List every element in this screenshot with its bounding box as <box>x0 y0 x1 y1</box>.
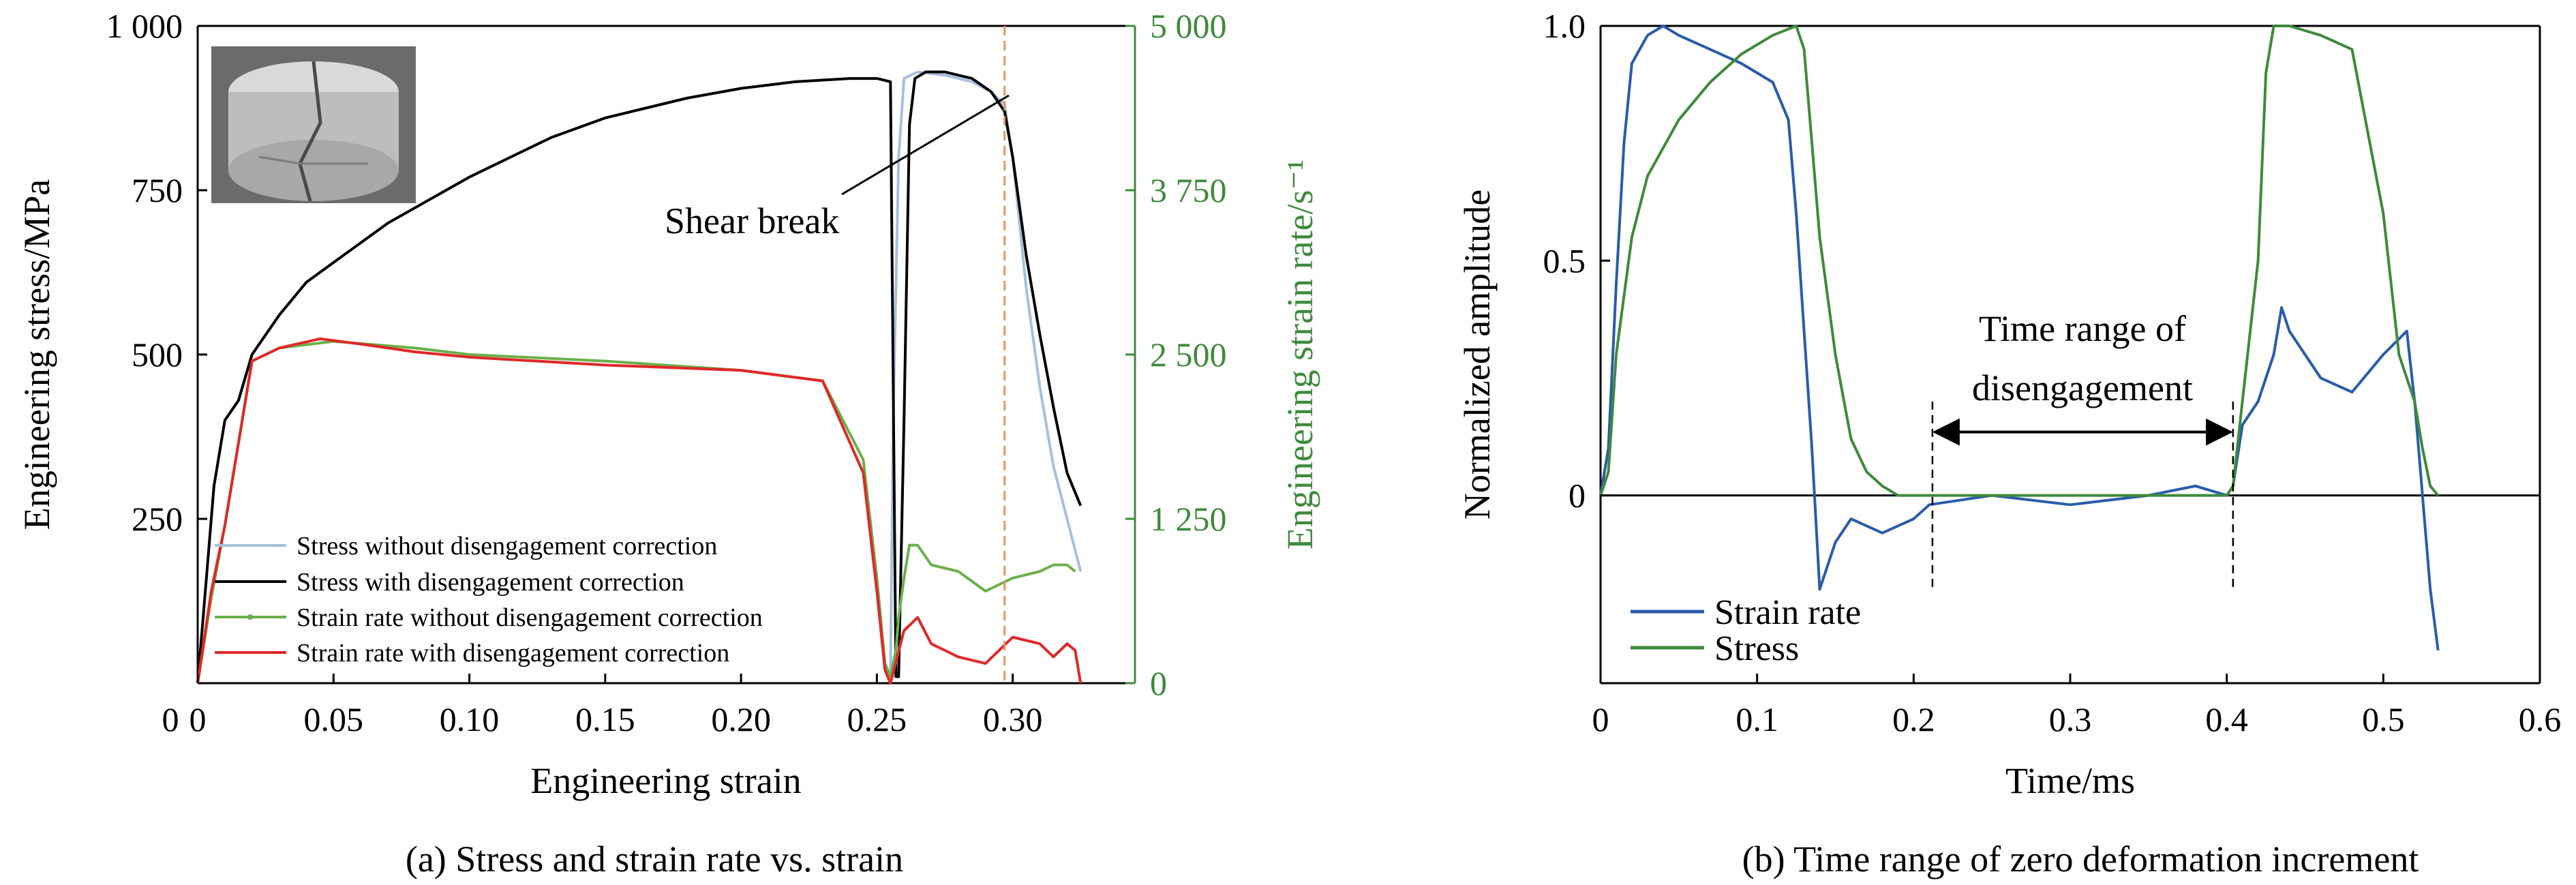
range-annotation-line1: Time range of <box>1979 308 2186 349</box>
y-tick-label-b-1: 0.5 <box>1543 241 1586 280</box>
series-a-3-line <box>196 337 1082 685</box>
range-annotation-line2: disengagement <box>1972 368 2193 408</box>
legend-label-b-1: Stress <box>1714 629 1799 668</box>
chart-b-caption: (b) Time range of zero deformation incre… <box>1742 839 2419 880</box>
x-tick-label-a-5: 0.25 <box>847 700 907 738</box>
series-b-0-line <box>1599 25 2440 651</box>
chart-a-y-label: Engineering stress/MPa <box>16 179 57 530</box>
y2-tick-label-a-1: 1 250 <box>1150 500 1227 538</box>
y2-tick-label-a-2: 2 500 <box>1150 335 1227 374</box>
legend-label-a-2: Strain rate without disengagement correc… <box>297 603 763 632</box>
chart-b: 0 0.1 0.2 0.3 0.4 0.5 0.6 0 0.5 1.0 Time range of… <box>1457 7 2561 880</box>
x-tick-label-a-1: 0.05 <box>304 700 364 738</box>
x-tick-label-b-6: 0.6 <box>2519 700 2562 738</box>
chart-a-legend: Stress without disengagement correction … <box>215 532 763 668</box>
x-tick-label-b-0: 0 <box>1592 700 1609 738</box>
chart-b-y-label: Normalized amplitude <box>1457 190 1498 520</box>
x-tick-label-a-3: 0.15 <box>575 700 635 738</box>
legend-label-b-0: Strain rate <box>1714 593 1861 632</box>
x-tick-label-b-3: 0.3 <box>2049 700 2092 738</box>
x-origin-label-a: 0 <box>162 700 179 738</box>
specimen-photo <box>211 46 416 203</box>
series-b-1-line <box>1599 25 2440 497</box>
x-tick-label-a-4: 0.20 <box>711 700 771 738</box>
chart-a-y2-label: Engineering strain rate/s⁻¹ <box>1279 160 1320 550</box>
x-tick-label-a-2: 0.10 <box>440 700 500 738</box>
x-tick-label-b-5: 0.5 <box>2362 700 2405 738</box>
shear-break-leader-line <box>841 94 1010 196</box>
chart-b-x-label: Time/ms <box>2005 760 2135 801</box>
x-tick-label-b-4: 0.4 <box>2205 700 2248 738</box>
y-tick-label-a-0: 250 <box>132 500 183 538</box>
y-tick-label-a-2: 750 <box>132 171 183 209</box>
chart-b-legend: Strain rate Stress <box>1631 593 1861 668</box>
y-tick-label-b-2: 1.0 <box>1543 7 1586 45</box>
y-tick-label-b-0: 0 <box>1569 477 1586 515</box>
series-a-0-line <box>889 70 1082 677</box>
x-tick-label-a-6: 0.30 <box>983 700 1043 738</box>
x-tick-label-b-2: 0.2 <box>1892 700 1935 738</box>
chart-a-x-label: Engineering strain <box>530 760 801 801</box>
shear-break-annotation: Shear break <box>665 200 839 241</box>
chart-a: 0 0.05 0.10 0.15 0.20 0.25 0.30 250 500 750 1 000 0… <box>16 7 1320 880</box>
legend-label-a-0: Stress without disengagement correction <box>297 532 717 560</box>
series-a-2-line <box>196 340 1076 684</box>
y2-tick-label-a-4: 5 000 <box>1150 7 1227 45</box>
x-tick-label-a-0: 0 <box>190 700 207 738</box>
legend-label-a-1: Stress with disengagement correction <box>297 568 684 597</box>
y2-tick-label-a-0: 0 <box>1150 664 1167 702</box>
chart-a-caption: (a) Stress and strain rate vs. strain <box>406 839 903 880</box>
x-tick-label-b-1: 0.1 <box>1736 700 1778 738</box>
legend-marker-a-2 <box>247 614 253 620</box>
legend-label-a-3: Strain rate with disengagement correctio… <box>297 639 729 668</box>
y2-tick-label-a-3: 3 750 <box>1150 171 1227 209</box>
y-tick-label-a-3: 1 000 <box>106 7 183 45</box>
y-tick-label-a-1: 500 <box>132 335 183 374</box>
series-a-1-line <box>196 70 1082 684</box>
